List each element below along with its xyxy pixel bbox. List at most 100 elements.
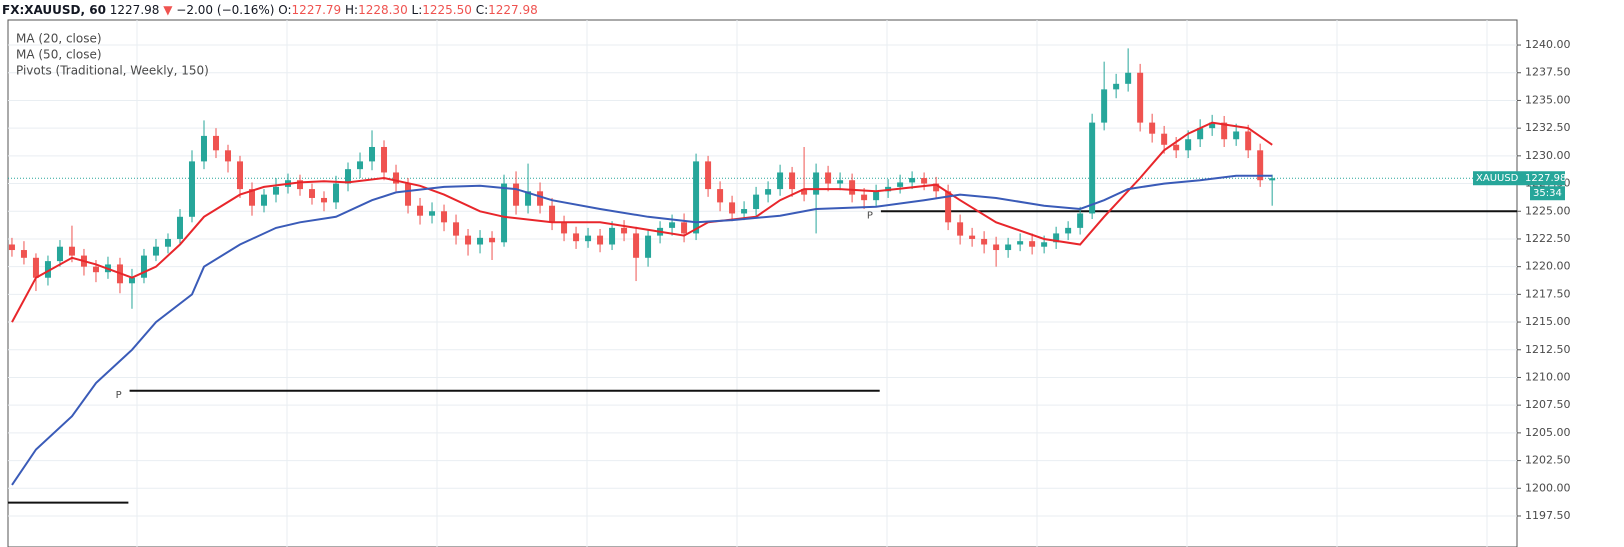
candle-body — [537, 191, 544, 206]
candle-body — [621, 227, 628, 234]
y-tick-label: 1237.50 — [1525, 66, 1571, 79]
candle-body — [236, 161, 243, 190]
price-label-value: 1227.98 — [1525, 173, 1566, 184]
candle-body — [309, 189, 316, 198]
candle-body — [609, 227, 616, 245]
candle-body — [345, 169, 352, 184]
candle-body — [164, 238, 171, 247]
plot-frame — [7, 19, 1518, 547]
candle-body — [669, 222, 676, 228]
y-tick-label: 1232.50 — [1525, 121, 1571, 134]
header-item: 1228.30 — [358, 3, 408, 17]
pivot-label: P — [867, 210, 873, 221]
candle-body — [765, 189, 772, 195]
candle-body — [513, 183, 520, 206]
countdown-box — [1530, 186, 1565, 201]
candle-body — [1113, 83, 1120, 90]
candle-body — [417, 205, 424, 216]
candle-body — [20, 250, 27, 258]
y-tick-label: 1225.00 — [1525, 204, 1571, 217]
candle-body — [212, 135, 219, 151]
candle-body — [849, 180, 856, 195]
header-item: 1227.79 — [292, 3, 342, 17]
candle-body — [1089, 122, 1096, 214]
candle-body — [489, 237, 496, 243]
candle-body — [176, 216, 183, 239]
candle-body — [825, 172, 832, 184]
candle-body — [717, 189, 724, 203]
candle-body — [1017, 241, 1024, 245]
candle-body — [465, 235, 472, 245]
candle-body — [693, 161, 700, 234]
candle-body — [32, 257, 39, 278]
candle-body — [945, 191, 952, 223]
candle-body — [789, 172, 796, 190]
time-grid — [136, 20, 1488, 547]
candle-body — [393, 172, 400, 184]
y-tick-label: 1240.00 — [1525, 38, 1571, 51]
candle-body — [1257, 150, 1264, 181]
y-tick-label: 1230.00 — [1525, 149, 1571, 162]
candle-body — [1077, 213, 1084, 228]
candle-body — [549, 205, 556, 223]
candle-body — [261, 194, 268, 206]
y-tick-label: 1212.50 — [1525, 343, 1571, 356]
y-tick-label: 1202.50 — [1525, 454, 1571, 467]
countdown: 35:34 — [1533, 188, 1562, 199]
candle-body — [1125, 72, 1132, 84]
candle-body — [1161, 133, 1168, 145]
candle-body — [1173, 144, 1180, 151]
y-tick-label: 1200.00 — [1525, 481, 1571, 494]
candle-body — [597, 235, 604, 245]
candle-body — [813, 172, 820, 195]
candle-body — [837, 180, 844, 184]
header-item: ▼ — [163, 3, 173, 17]
candle-body — [981, 238, 988, 245]
candle-body — [1197, 128, 1204, 140]
candle-body — [1149, 122, 1156, 134]
candle-body — [741, 209, 748, 214]
candle-body — [405, 183, 412, 206]
candle-body — [56, 246, 63, 262]
candle-body — [381, 146, 388, 173]
y-tick-label: 1205.00 — [1525, 426, 1571, 439]
candle-body — [777, 172, 784, 190]
candle-body — [1101, 89, 1108, 123]
y-tick-label: 1222.50 — [1525, 232, 1571, 245]
candle-body — [321, 197, 328, 203]
candle-body — [729, 202, 736, 214]
candle-body — [1041, 242, 1048, 247]
candle-body — [921, 178, 928, 184]
candle-body — [369, 146, 376, 162]
candle-body — [993, 244, 1000, 251]
candle-body — [357, 161, 364, 170]
ma-line — [11, 174, 1273, 486]
candle-body — [1233, 131, 1240, 140]
header-item: −2.00 (−0.16%) — [176, 3, 274, 17]
candle-body — [188, 161, 195, 217]
legend-entry: MA (50, close) — [16, 48, 102, 62]
candle-body — [1269, 178, 1276, 181]
candle-body — [92, 266, 99, 273]
candle-body — [273, 186, 280, 195]
legend-entry: Pivots (Traditional, Weekly, 150) — [16, 64, 209, 78]
header-item: H: — [345, 3, 358, 17]
candle-body — [861, 194, 868, 201]
candle-body — [585, 235, 592, 242]
candle-body — [525, 191, 532, 206]
candle-body — [453, 222, 460, 236]
candle-body — [633, 233, 640, 258]
candle-body — [969, 235, 976, 239]
legend-entry: MA (20, close) — [16, 32, 102, 46]
candle-body — [1185, 139, 1192, 151]
candle-body — [957, 222, 964, 236]
candle-body — [501, 183, 508, 243]
candle-body — [224, 150, 231, 162]
candle-body — [429, 211, 436, 216]
y-tick-label: 1235.00 — [1525, 93, 1571, 106]
header-item: C: — [476, 3, 488, 17]
candle-body — [753, 194, 760, 210]
candle-body — [68, 246, 75, 256]
